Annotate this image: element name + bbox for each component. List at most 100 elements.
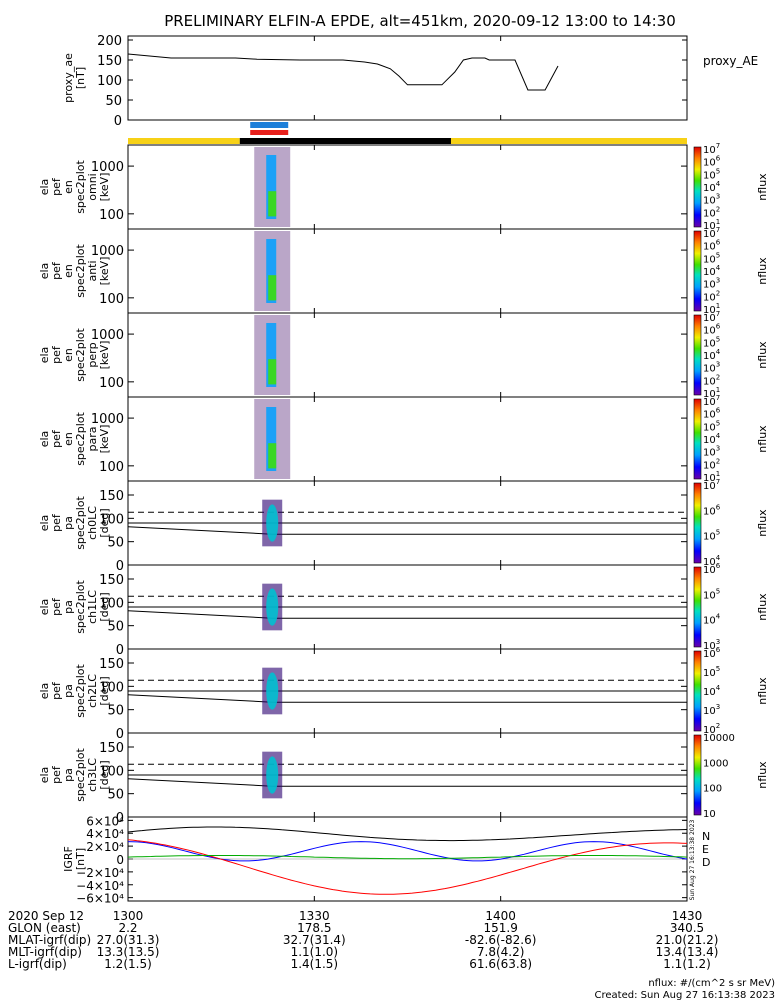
y-tick-label: 100 [99,376,124,391]
loss-cone-curve [127,778,687,787]
igrf-legend-D: D [702,856,710,869]
y-axis-label: ela [38,599,51,616]
y-tick-label: 50 [107,536,124,551]
y-tick-label: −4×10⁴ [76,879,124,893]
y-tick-label: 50 [107,620,124,635]
colorbar-label: nflux [756,593,769,621]
y-axis-label: ela [38,179,51,196]
y-tick-label: 50 [107,788,124,803]
y-tick-label: 100 [99,512,124,527]
igrf-d-curve [127,839,688,895]
y-axis-label: spec2plot [74,328,87,382]
colorbar-tick-label: 100 [703,784,722,795]
annot-value: 1330 [299,909,330,923]
colorbar-tick-label: 106 [703,562,721,576]
panel-frame [127,144,688,230]
y-axis-label: ela [38,431,51,448]
y-tick-label: 0 [116,811,124,826]
panel-pa_ch0: ela pef pa spec2plot ch0LC [deg]104105106107n… [38,478,769,574]
science-bar-red [250,130,289,135]
igrf-legend-E: E [702,843,709,856]
y-axis-label: spec2plot [74,160,87,214]
legend-proxy-ae: proxy_AE [703,54,758,68]
annot-value: -82.6(-82.6) [465,933,536,947]
spectrogram-core [266,155,277,219]
y-tick-label: 150 [99,573,124,588]
y-axis-label: [deg] [98,508,111,537]
colorbar [693,734,702,816]
units-note: nflux: #/(cm^2 s sr MeV) [648,978,775,989]
y-tick-label: 50 [107,704,124,719]
y-axis-label: spec2plot [74,664,87,718]
colorbar-label: nflux [756,509,769,537]
plot-title: PRELIMINARY ELFIN-A EPDE, alt=451km, 202… [164,12,676,30]
panel-igrf: IGRF [nT]6×10⁴4×10⁴2×10⁴0−2×10⁴−4×10⁴−6×1… [62,814,710,905]
y-tick-label: 150 [99,489,124,504]
pitch-core [266,504,279,542]
orbit-bar-yellow-left [128,138,240,144]
y-axis-label: ela [38,515,51,532]
spectrogram-peak [268,191,277,217]
colorbar [693,650,702,732]
panel-frame [127,35,688,121]
y-axis-label: pa [62,684,75,698]
igrf-green-curve [127,855,688,860]
panel-frame [127,228,688,314]
annot-value: 340.5 [670,921,704,935]
spectrogram-core [266,239,277,303]
panel-spec_omni: ela pef en spec2plot omni [keV]10110210310410… [38,142,769,232]
y-tick-label: 0 [116,643,124,658]
annot-value: 32.7(31.4) [283,933,346,947]
colorbar [693,146,702,228]
y-axis-label: pef [50,177,63,196]
panel-frame [127,312,688,398]
y-tick-label: 200 [97,34,122,49]
y-axis-label: en [62,432,75,446]
colorbar-tick-label: 104 [703,684,721,698]
colorbar-tick-label: 105 [703,665,720,679]
y-axis-label: en [62,264,75,278]
panel-pa_ch3: ela pef pa spec2plot ch3LC [deg]1010010001000… [38,732,769,826]
spectrogram-peak [268,359,277,385]
x-axis-labels: 2020 Sep 12 1300 1330 1400 1430 GLON (east) 2.… [8,909,718,971]
colorbar-label: nflux [756,341,769,369]
spectrogram-peak [268,275,277,301]
y-axis-label: spec2plot [74,412,87,466]
y-axis-label: spec2plot [74,580,87,634]
y-axis-label: pef [50,681,63,700]
annot-value: 1.2(1.5) [104,957,152,971]
y-tick-label: 0 [116,727,124,742]
science-bar-blue [250,122,289,128]
annot-row-label: 2020 Sep 12 [8,909,84,923]
spectrogram-core [266,407,277,471]
pitch-core [266,588,279,626]
y-axis-label: omni [86,173,99,200]
y-tick-label: 100 [99,208,124,223]
y-axis-label: ela [38,683,51,700]
y-axis-label: [deg] [98,676,111,705]
y-tick-label: 100 [99,764,124,779]
annot-value: 1430 [672,909,703,923]
igrf-legend-N: N [702,830,710,843]
annot-value: 1300 [113,909,144,923]
annot-value: 61.6(63.8) [469,957,532,971]
panel-spec_para: ela pef en spec2plot para [keV]10110210310410… [38,394,769,484]
y-axis-label: [keV] [98,173,111,202]
annot-value: 13.3(13.5) [97,945,160,959]
y-tick-label: 1000 [91,328,124,343]
y-tick-label: 100 [99,680,124,695]
colorbar-label: nflux [756,425,769,453]
y-axis-label: en [62,348,75,362]
annot-value: 13.4(13.4) [656,945,719,959]
y-axis-label: [deg] [98,760,111,789]
annot-value: 1.1(1.2) [663,957,711,971]
y-tick-label: 100 [99,292,124,307]
y-axis-label: anti [86,260,99,281]
y-tick-label: 2×10⁴ [86,840,124,854]
y-axis-label: pef [50,513,63,532]
orbit-bar-black [239,138,451,144]
annot-value: 151.9 [483,921,517,935]
colorbar-tick-label: 103 [703,703,720,717]
created-note: Created: Sun Aug 27 16:13:38 2023 [595,990,775,1000]
colorbar-tick-label: 105 [703,529,720,543]
